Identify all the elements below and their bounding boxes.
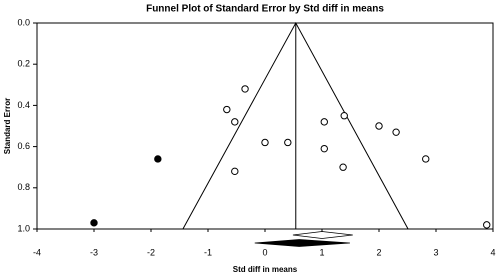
y-tick-label: 0.6 [17,141,30,151]
x-axis-title: Std diff in means [233,265,298,274]
point [90,219,98,227]
y-tick-label: 0.4 [17,100,30,110]
chart-title: Funnel Plot of Standard Error by Std dif… [146,4,384,15]
point [422,155,430,163]
point [392,128,400,136]
x-tick-label: 2 [376,247,381,257]
summary-diamond [292,231,353,239]
point [231,167,239,176]
point [241,85,249,93]
plot-frame [36,22,494,230]
point [261,138,269,147]
x-tick-label: 3 [433,247,438,257]
x-tick-label: 0 [262,247,267,257]
x-tick-label: 4 [490,247,495,257]
summary-diamond [254,239,350,247]
point [375,122,383,130]
x-tick-label: 1 [319,247,324,257]
point [231,118,239,126]
point [483,221,491,229]
point [320,144,328,153]
point [340,112,348,120]
point [284,138,292,147]
point [339,163,347,171]
y-tick-label: 0.8 [17,182,30,192]
x-tick-label: -4 [33,247,41,257]
point [154,155,162,163]
y-axis-title: Standard Error [3,98,12,154]
point [223,105,231,114]
x-tick-label: -1 [204,247,212,257]
y-tick-label: 0.0 [17,17,30,27]
point [320,118,328,126]
x-tick-label: -3 [90,247,98,257]
y-tick-label: 0.2 [17,59,30,69]
y-tick-label: 1.0 [17,223,30,233]
x-tick-label: -2 [147,247,155,257]
